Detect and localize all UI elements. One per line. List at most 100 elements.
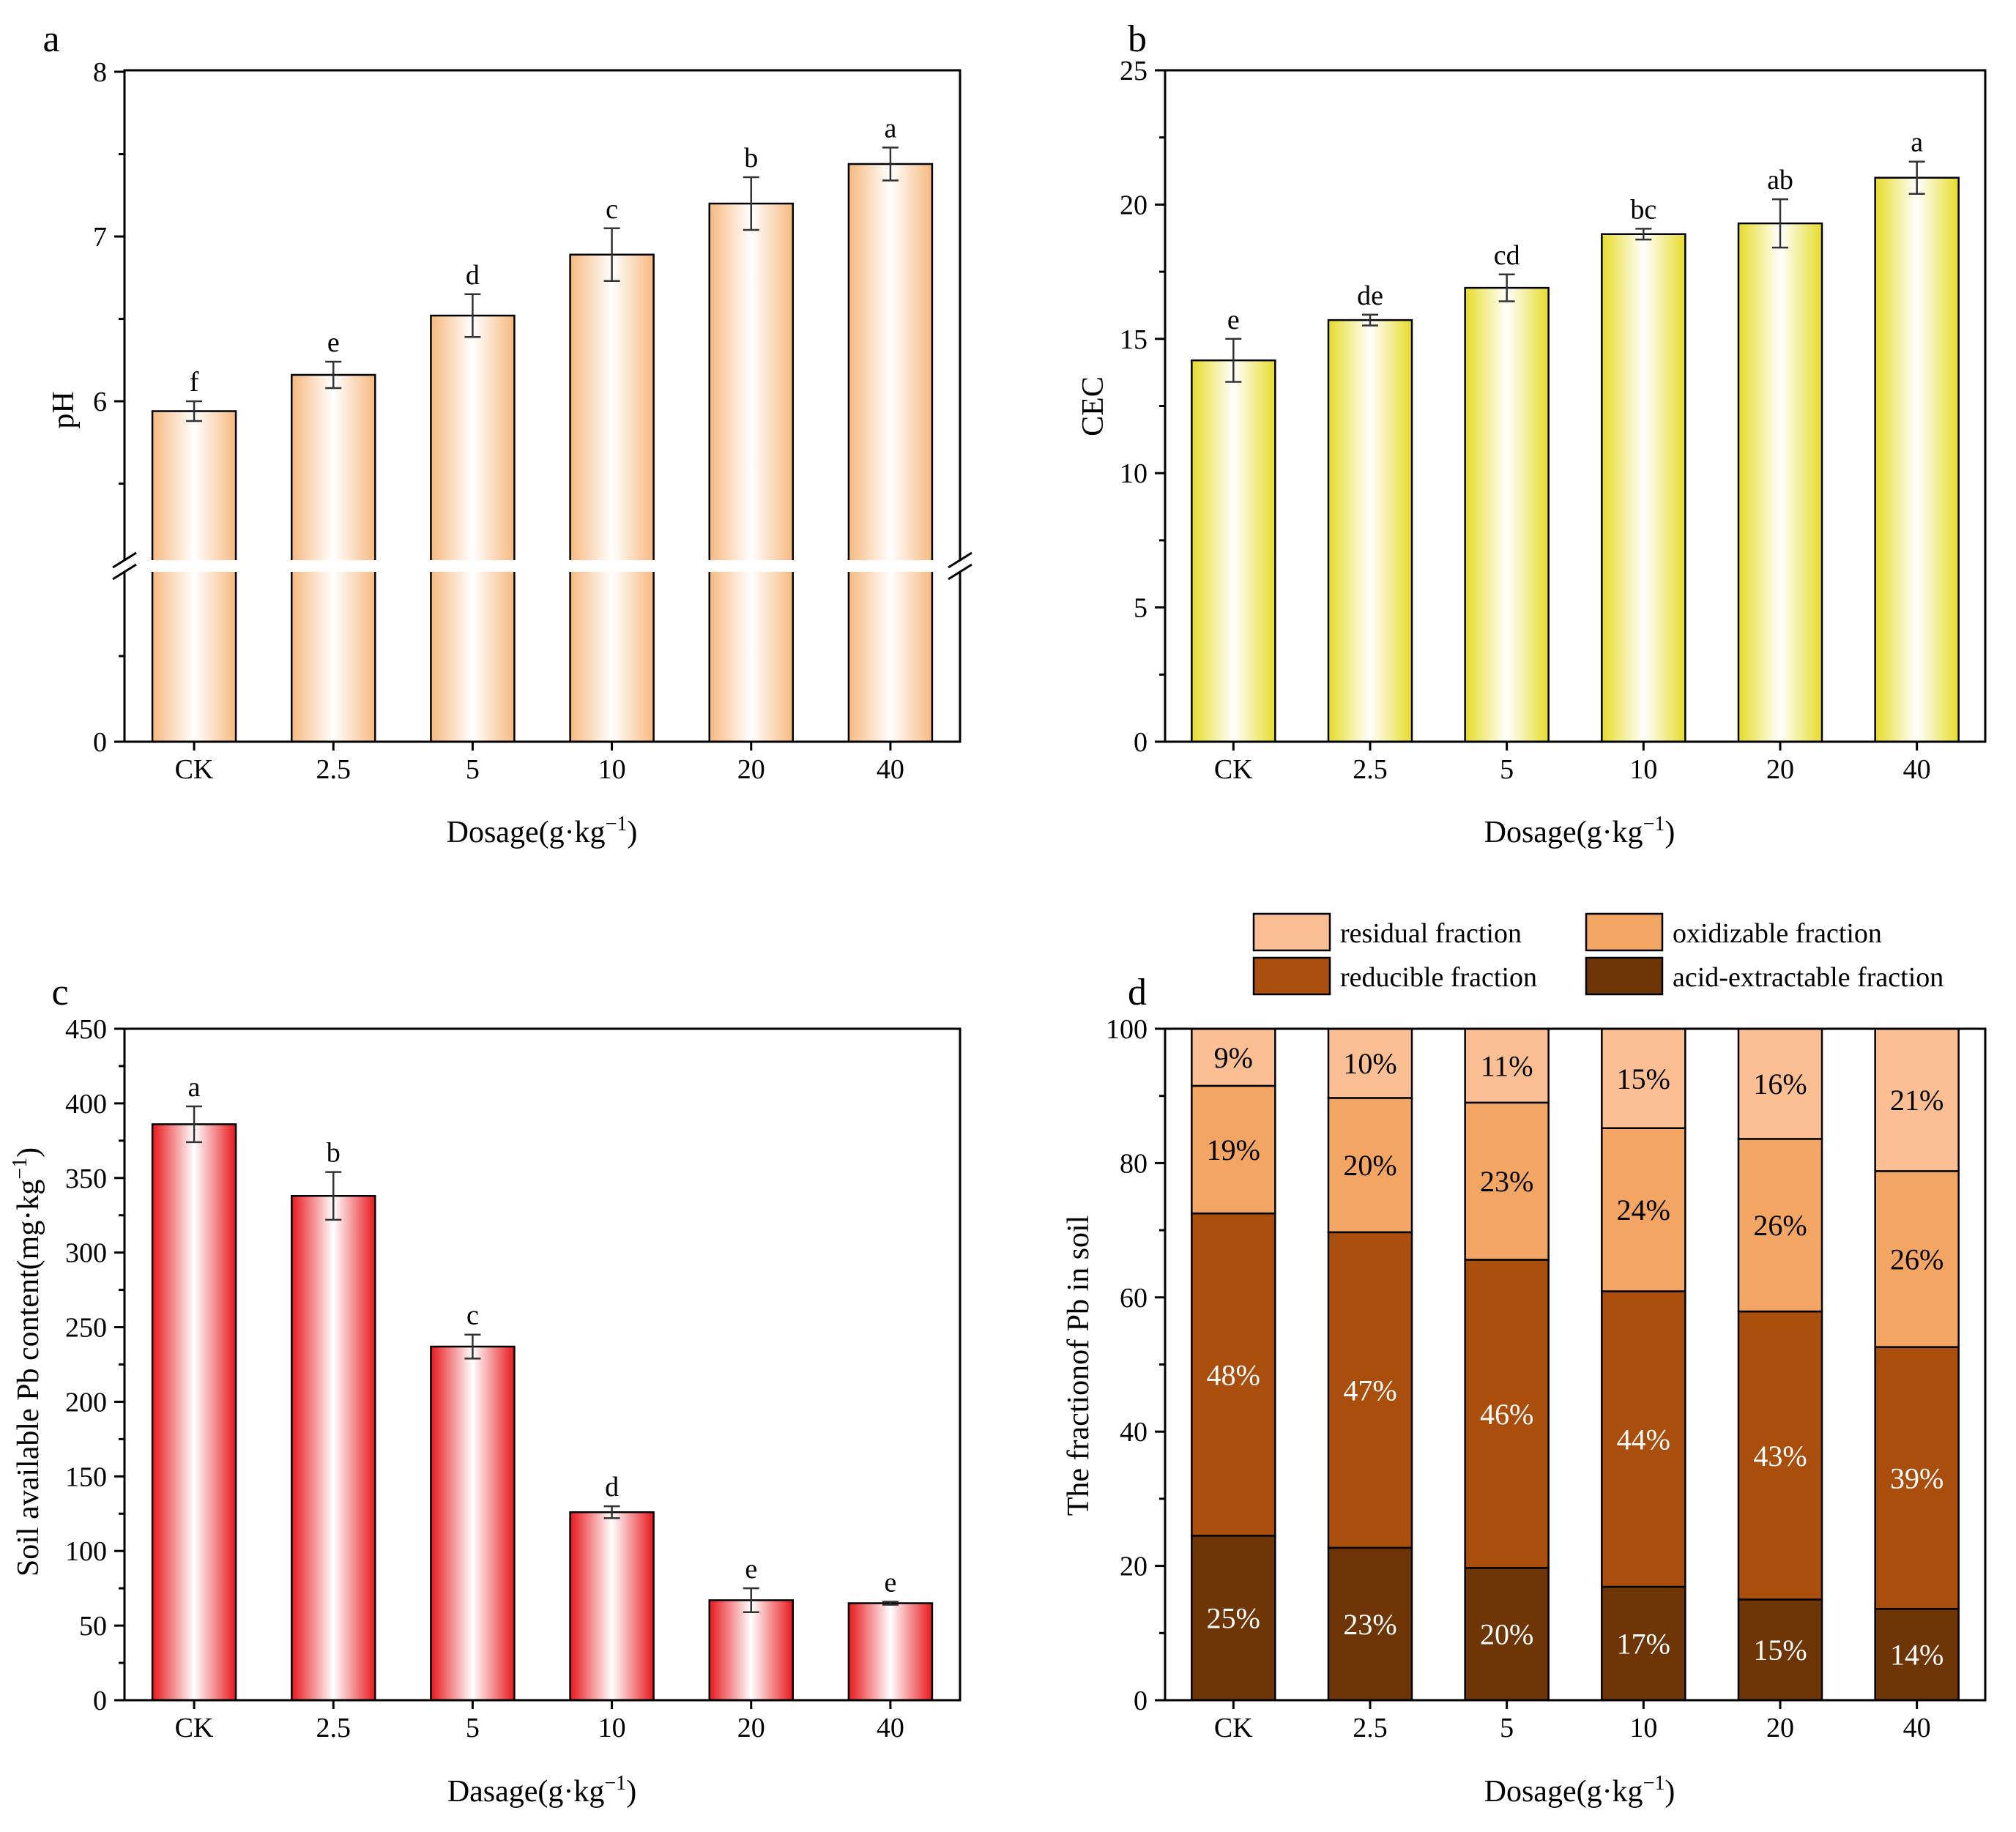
y-tick-label-b-0: 0	[1134, 727, 1148, 758]
significance-label-a-3: c	[606, 194, 618, 225]
segment-label-2-1: 20%	[1343, 1149, 1396, 1182]
x-tick-label-a-0: CK	[175, 754, 214, 785]
x-tick-label-c-2: 5	[466, 1713, 480, 1743]
y-tick-label-c-4: 200	[65, 1387, 107, 1418]
x-axis-title-a-sup: −1	[606, 813, 628, 835]
y-tick-label-c-6: 300	[65, 1238, 107, 1269]
significance-label-c-0: a	[188, 1072, 201, 1103]
segment-label-0-3: 17%	[1617, 1628, 1670, 1661]
bar-c-4	[708, 1599, 794, 1702]
x-tick-label-d-2: 5	[1500, 1713, 1514, 1743]
y-axis-title-a: pH	[47, 391, 81, 428]
segment-label-2-4: 26%	[1753, 1209, 1807, 1242]
y-tick-label-a-3: 8	[93, 57, 107, 88]
x-tick-label-b-0: CK	[1214, 754, 1253, 785]
segment-label-3-1: 10%	[1343, 1047, 1396, 1080]
x-tick-label-a-4: 20	[737, 754, 765, 785]
stack-segment-0-3	[1601, 1585, 1686, 1702]
x-axis-title-d-main: Dosage(g·kg	[1484, 1775, 1643, 1809]
plot-frame-b	[1164, 69, 1987, 743]
x-axis-title-d-sup: −1	[1643, 1772, 1665, 1795]
x-tick-label-c-3: 10	[598, 1713, 626, 1743]
legend-label-0: residual fraction	[1340, 918, 1522, 949]
bar-b-4	[1737, 222, 1823, 743]
y-tick-label-d-1: 20	[1120, 1552, 1148, 1582]
axis-break-gap	[110, 560, 975, 572]
x-tick-label-d-5: 40	[1903, 1713, 1931, 1743]
bar-a-2	[430, 314, 516, 743]
y-axis-title-b: CEC	[1076, 376, 1110, 436]
y-tick-label-c-1: 50	[79, 1611, 107, 1642]
stack-segment-3-2	[1464, 1027, 1550, 1104]
y-tick-label-c-5: 250	[65, 1313, 107, 1344]
stack-segment-2-5	[1874, 1170, 1960, 1348]
legend-swatch-1	[1585, 912, 1664, 952]
y-tick-label-c-2: 100	[65, 1536, 107, 1567]
legend-swatch-0	[1252, 912, 1331, 952]
x-axis-title-b: Dosage(g·kg−1)	[1484, 813, 1675, 849]
y-tick-label-a-1: 6	[93, 387, 107, 417]
x-axis-title-c-close: )	[626, 1775, 636, 1809]
bar-c-3	[569, 1511, 655, 1702]
bar-a-3	[569, 253, 655, 743]
bar-c-0	[151, 1123, 237, 1702]
y-axis-title-c-sup: −1	[9, 1158, 31, 1180]
plot-frame-d	[1164, 1027, 1987, 1702]
x-axis-title-c-sup: −1	[604, 1772, 626, 1795]
y-tick-label-b-1: 5	[1134, 593, 1148, 624]
significance-label-a-4: b	[744, 143, 758, 174]
x-tick-label-b-5: 40	[1903, 754, 1931, 785]
bar-b-5	[1874, 176, 1960, 743]
significance-label-c-5: e	[884, 1568, 896, 1598]
plot-frame-c	[123, 1027, 961, 1702]
y-tick-label-d-5: 100	[1106, 1014, 1148, 1045]
significance-label-a-1: e	[327, 327, 340, 358]
segment-label-3-4: 16%	[1753, 1068, 1807, 1101]
x-axis-title-c-main: Dasage(g·kg	[447, 1775, 605, 1809]
stack-segment-0-0	[1191, 1535, 1276, 1702]
x-tick-label-a-2: 5	[466, 754, 480, 785]
significance-label-c-3: d	[605, 1472, 619, 1503]
stack-segment-3-3	[1601, 1027, 1686, 1129]
stack-segment-2-4	[1737, 1138, 1823, 1313]
significance-label-b-4: ab	[1767, 165, 1793, 196]
segment-label-1-3: 44%	[1617, 1423, 1670, 1456]
segment-label-3-0: 9%	[1214, 1041, 1253, 1074]
significance-label-a-0: f	[190, 367, 199, 398]
significance-label-c-2: c	[466, 1300, 479, 1331]
significance-label-b-2: cd	[1494, 240, 1520, 271]
stack-segment-1-3	[1601, 1290, 1686, 1588]
x-tick-label-b-3: 10	[1629, 754, 1657, 785]
significance-label-b-5: a	[1911, 127, 1923, 158]
segment-label-1-4: 43%	[1753, 1440, 1807, 1472]
panel-letter-d: d	[1128, 972, 1147, 1013]
x-tick-label-d-3: 10	[1629, 1713, 1657, 1743]
panel-letter-c: c	[51, 972, 68, 1013]
bar-c-1	[291, 1194, 376, 1702]
bar-a-4	[708, 202, 794, 743]
significance-label-b-3: bc	[1630, 194, 1656, 225]
significance-label-b-0: e	[1227, 305, 1240, 335]
plot-frame-a	[123, 69, 961, 743]
segment-label-3-2: 11%	[1481, 1049, 1533, 1082]
x-tick-label-a-3: 10	[598, 754, 626, 785]
segment-label-1-2: 46%	[1480, 1398, 1533, 1431]
segment-label-0-1: 23%	[1343, 1608, 1396, 1641]
legend-swatch-2	[1252, 956, 1331, 996]
y-tick-label-a-0: 0	[93, 727, 107, 758]
x-tick-label-d-4: 20	[1766, 1713, 1794, 1743]
x-axis-title-d: Dosage(g·kg−1)	[1484, 1772, 1675, 1809]
x-tick-label-c-4: 20	[737, 1713, 765, 1743]
bar-c-2	[430, 1345, 516, 1702]
segment-label-3-5: 21%	[1890, 1084, 1944, 1117]
segment-label-0-2: 20%	[1480, 1618, 1533, 1651]
x-tick-label-d-0: CK	[1214, 1713, 1253, 1743]
stack-segment-1-0	[1191, 1212, 1276, 1537]
y-tick-label-d-4: 80	[1120, 1148, 1148, 1179]
significance-label-c-1: b	[327, 1138, 341, 1169]
segment-label-2-3: 24%	[1617, 1194, 1670, 1226]
legend-label-1: oxidizable fraction	[1673, 918, 1882, 949]
y-tick-label-a-2: 7	[93, 222, 107, 253]
x-tick-label-a-1: 2.5	[316, 754, 352, 785]
x-tick-label-b-2: 5	[1500, 754, 1514, 785]
